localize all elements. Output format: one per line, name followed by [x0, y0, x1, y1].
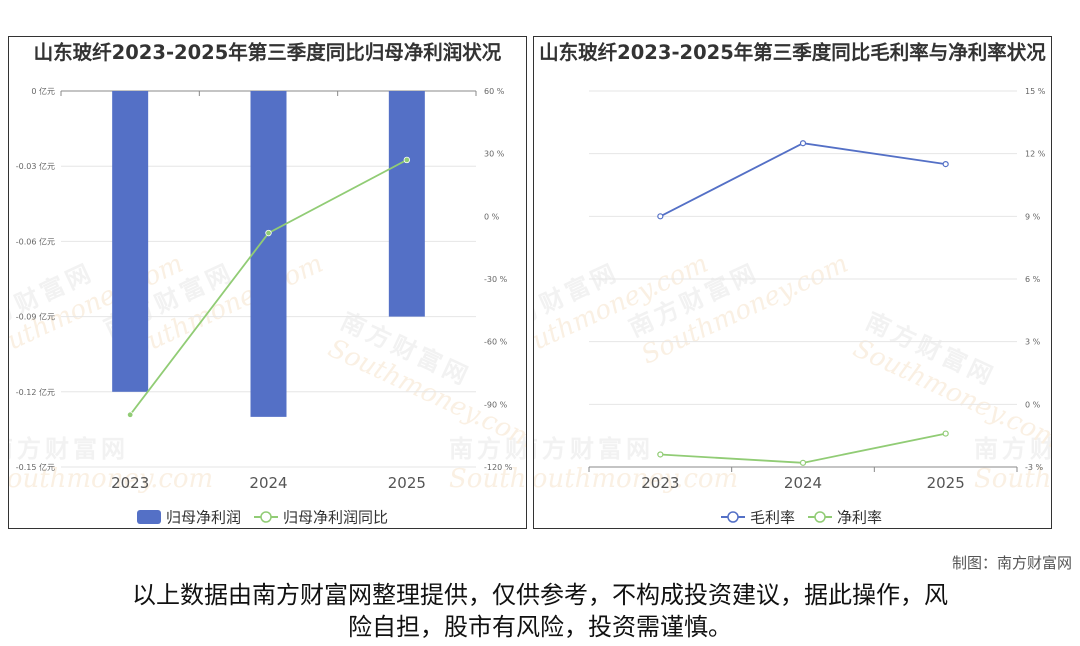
- x-tick-label: 2024: [784, 474, 822, 492]
- legend-label: 归母净利润: [166, 509, 241, 527]
- data-point: [799, 459, 807, 466]
- data-point: [657, 213, 664, 220]
- net-profit-chart: 南方财富网Southmoney.com南方财富网Southmoney.com南方…: [9, 86, 527, 527]
- x-tick-label: 2025: [388, 474, 426, 492]
- x-tick-label: 2023: [111, 474, 149, 492]
- y-right-tick-label: -3 %: [1025, 463, 1044, 472]
- y-right-tick-label: -120 %: [484, 463, 513, 472]
- watermark-en: Southmoney.com: [449, 464, 527, 494]
- chart-panel-margins: 山东玻纤2023-2025年第三季度同比毛利率与净利率状况 南方财富网South…: [533, 36, 1052, 529]
- y-right-tick-label: 30 %: [484, 150, 505, 159]
- y-left-tick-label: -0.15 亿元: [16, 462, 55, 472]
- disclaimer-line-2: 险自担，股市有风险，投资需谨慎。: [348, 613, 732, 641]
- y-right-tick-label: 9 %: [1025, 212, 1041, 221]
- watermark-cn: 南方财富网: [974, 435, 1052, 463]
- bar: [388, 91, 425, 317]
- y-right-tick-label: 6 %: [1025, 275, 1041, 284]
- watermark-group: 南方财富网Southmoney.com南方财富网Southmoney.com南方…: [534, 249, 1052, 494]
- y-right-tick-label: 12 %: [1025, 150, 1046, 159]
- y-left-tick-label: -0.03 亿元: [16, 161, 55, 171]
- y-left-tick-label: -0.09 亿元: [16, 312, 55, 322]
- x-tick-label: 2025: [927, 474, 965, 492]
- data-point: [657, 451, 664, 458]
- chart-title: 山东玻纤2023-2025年第三季度同比归母净利润状况: [33, 41, 502, 64]
- y-right-tick-label: 0 %: [484, 212, 500, 221]
- disclaimer-line-1: 以上数据由南方财富网整理提供，仅供参考，不构成投资建议，据此操作，风: [132, 581, 948, 609]
- series-line: [659, 142, 946, 218]
- chart-panel-net-profit: 山东玻纤2023-2025年第三季度同比归母净利润状况 南方财富网Southmo…: [8, 36, 527, 529]
- series-line: [660, 432, 946, 464]
- watermark-cn: 南方财富网: [449, 435, 527, 463]
- disclaimer: 以上数据由南方财富网整理提供，仅供参考，不构成投资建议，据此操作，风 险自担，股…: [0, 579, 1080, 643]
- data-point: [265, 229, 272, 237]
- watermark-en: Southmoney.com: [534, 464, 738, 494]
- legend-swatch-bar: [137, 510, 161, 524]
- y-right-tick-label: -30 %: [484, 275, 508, 284]
- bar: [112, 91, 149, 392]
- data-point: [126, 411, 134, 418]
- y-left-tick-label: 0 亿元: [31, 86, 55, 96]
- legend-label: 归母净利润同比: [283, 509, 388, 527]
- chart-title: 山东玻纤2023-2025年第三季度同比毛利率与净利率状况: [539, 41, 1046, 64]
- margin-chart: 南方财富网Southmoney.com南方财富网Southmoney.com南方…: [534, 87, 1052, 527]
- data-point: [942, 161, 949, 168]
- y-right-tick-label: 15 %: [1025, 87, 1046, 96]
- legend-swatch-marker: [260, 511, 272, 523]
- watermark-en: Southmoney.com: [974, 464, 1052, 494]
- data-point: [403, 156, 411, 164]
- data-point: [942, 430, 949, 437]
- y-left-tick-label: -0.12 亿元: [16, 387, 55, 397]
- y-right-tick-label: 60 %: [484, 87, 505, 96]
- y-right-tick-label: -60 %: [484, 338, 508, 347]
- watermark-cn: 南方财富网: [534, 435, 654, 463]
- legend-label: 毛利率: [750, 509, 795, 527]
- y-right-tick-label: -90 %: [484, 400, 508, 409]
- chart-credit: 制图：南方财富网: [951, 554, 1072, 572]
- x-tick-label: 2023: [641, 474, 679, 492]
- watermark-en: Southmoney.com: [9, 464, 213, 494]
- bar: [250, 91, 287, 417]
- x-tick-label: 2024: [249, 474, 287, 492]
- data-point: [799, 140, 807, 147]
- y-right-tick-label: 0 %: [1025, 400, 1041, 409]
- watermark-cn: 南方财富网: [9, 435, 129, 463]
- legend-swatch-marker: [727, 511, 739, 523]
- y-left-tick-label: -0.06 亿元: [16, 236, 55, 246]
- y-right-tick-label: 3 %: [1025, 338, 1041, 347]
- legend-swatch-marker: [814, 511, 826, 523]
- legend-label: 净利率: [837, 509, 882, 527]
